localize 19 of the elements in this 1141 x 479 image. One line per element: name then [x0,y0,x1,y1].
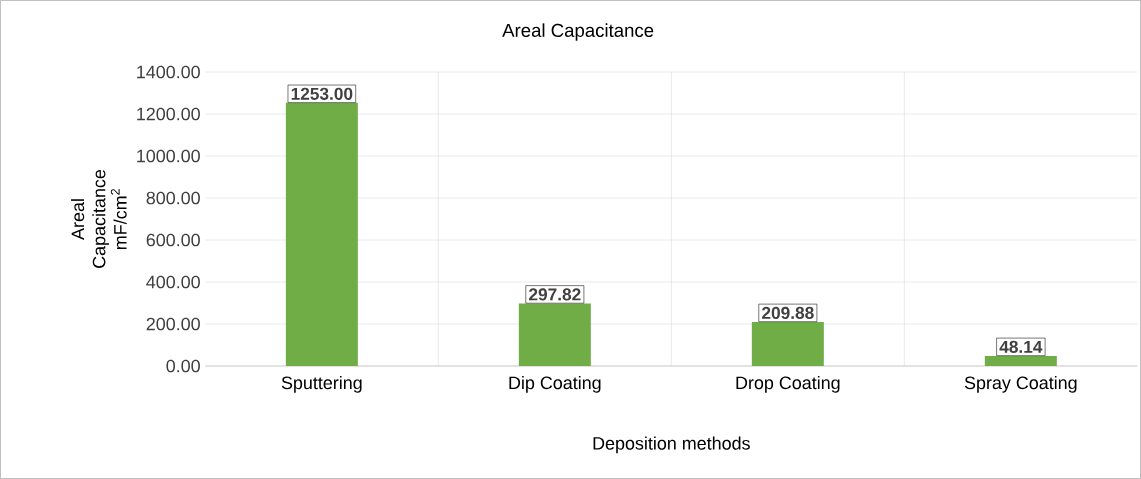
x-axis-title: Deposition methods [593,436,750,454]
data-label: 1253.00 [291,87,353,100]
chart-title: Areal Capacitance [502,23,654,41]
x-tick-label: Drop Coating [736,376,840,393]
y-tick-label: 600.00 [146,233,200,247]
data-label: 209.88 [762,306,814,319]
y-tick-label: 800.00 [146,191,200,205]
data-label: 297.82 [529,288,581,301]
y-tick-label: 0.00 [166,359,200,373]
y-axis-title: Areal Capacitance mF/cm$^{2}$ [71,169,127,268]
y-tick-label: 1200.00 [137,107,200,121]
data-label: 48.14 [999,340,1043,353]
y-tick-label: 1400.00 [137,65,200,79]
x-tick-label: Dip Coating [509,376,601,393]
x-tick-label: Spray Coating [964,376,1077,393]
y-tick-label: 400.00 [146,275,200,289]
x-tick-label: Sputtering [281,376,362,393]
y-tick-label: 200.00 [146,317,200,331]
y-tick-label: 1000.00 [137,149,200,163]
